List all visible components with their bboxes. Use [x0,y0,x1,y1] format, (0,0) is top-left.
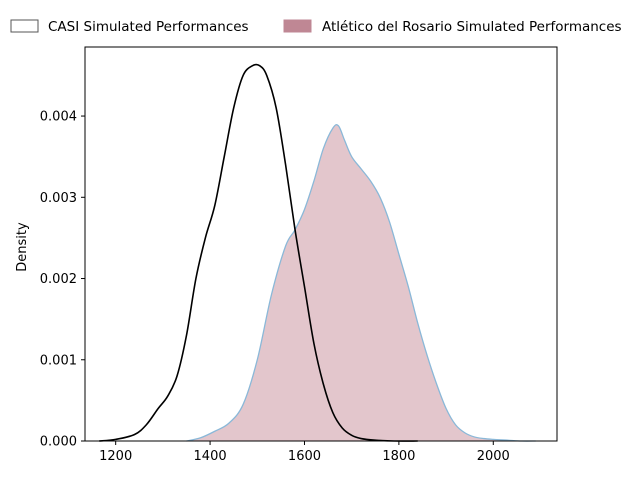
x-tick-label: 1600 [288,449,321,464]
axes: 1200 1400 1600 1800 2000 0.000 0.001 0.002 0.003… [40,46,558,464]
legend-swatch-casi [10,19,39,33]
series-area-atletico [186,124,536,442]
plot-area [99,63,536,442]
series-line-casi [99,63,418,442]
legend: CASI Simulated Performances Atlético del… [10,19,622,35]
x-tick-label: 1200 [99,449,132,464]
series-edge-atletico [186,124,536,442]
y-tick-label: 0.002 [40,272,77,287]
y-tick-label: 0.000 [40,435,77,450]
y-tick-label: 0.003 [40,191,77,206]
legend-label-casi: CASI Simulated Performances [48,19,249,35]
legend-label-atletico: Atlético del Rosario Simulated Performan… [322,19,622,35]
y-tick-label: 0.004 [40,110,77,125]
x-tick-label: 1800 [382,449,415,464]
x-tick-label: 1400 [194,449,227,464]
legend-swatch-atletico [283,19,312,33]
x-tick-label: 2000 [477,449,510,464]
plot-frame [84,46,558,442]
y-tick-label: 0.001 [40,353,77,368]
y-axis-label: Density [15,222,30,272]
